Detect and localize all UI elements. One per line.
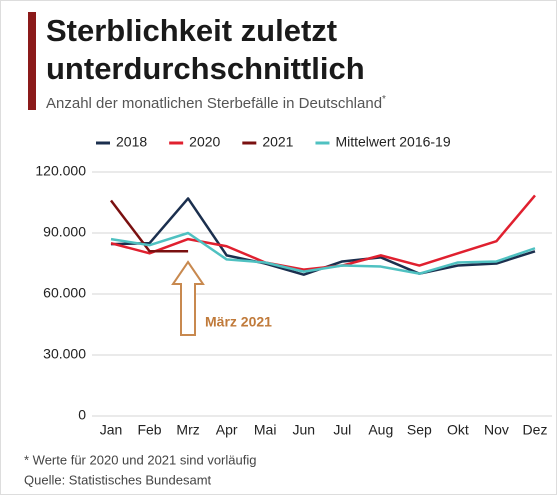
x-tick-label: Jan	[100, 422, 123, 438]
y-tick-label: 0	[78, 407, 86, 423]
legend-label: 2018	[116, 134, 147, 150]
subtitle-mark: *	[382, 94, 386, 105]
chart-subtitle: Anzahl der monatlichen Sterbefälle in De…	[46, 94, 386, 112]
legend-label: 2020	[189, 134, 220, 150]
x-tick-label: Feb	[137, 422, 161, 438]
footnote: * Werte für 2020 und 2021 sind vorläufig	[24, 452, 256, 467]
legend-label: Mittelwert 2016-19	[335, 134, 450, 150]
x-tick-label: Okt	[447, 422, 469, 438]
annotation-arrow	[171, 260, 205, 336]
subtitle-text: Anzahl der monatlichen Sterbefälle in De…	[46, 95, 382, 112]
series-line	[110, 199, 189, 253]
legend-label: 2021	[262, 134, 293, 150]
y-tick-label: 120.000	[35, 163, 86, 179]
chart-title: Sterblichkeit zuletzt	[46, 13, 337, 48]
y-tick-label: 30.000	[43, 346, 86, 362]
x-tick-label: Jul	[333, 422, 351, 438]
chart-title: unterdurchschnittlich	[46, 51, 365, 86]
x-tick-label: Dez	[523, 422, 548, 438]
source: Quelle: Statistisches Bundesamt	[24, 472, 212, 487]
x-tick-label: Mai	[254, 422, 277, 438]
x-tick-label: Aug	[368, 422, 393, 438]
x-tick-label: Nov	[484, 422, 509, 438]
title-bar	[28, 12, 36, 110]
x-tick-label: Apr	[216, 422, 238, 438]
y-tick-label: 60.000	[43, 285, 86, 301]
x-tick-label: Mrz	[176, 422, 199, 438]
x-tick-label: Jun	[292, 422, 315, 438]
series-line	[110, 231, 536, 275]
x-tick-label: Sep	[407, 422, 432, 438]
y-tick-label: 90.000	[43, 224, 86, 240]
annotation: März 2021	[205, 314, 272, 330]
